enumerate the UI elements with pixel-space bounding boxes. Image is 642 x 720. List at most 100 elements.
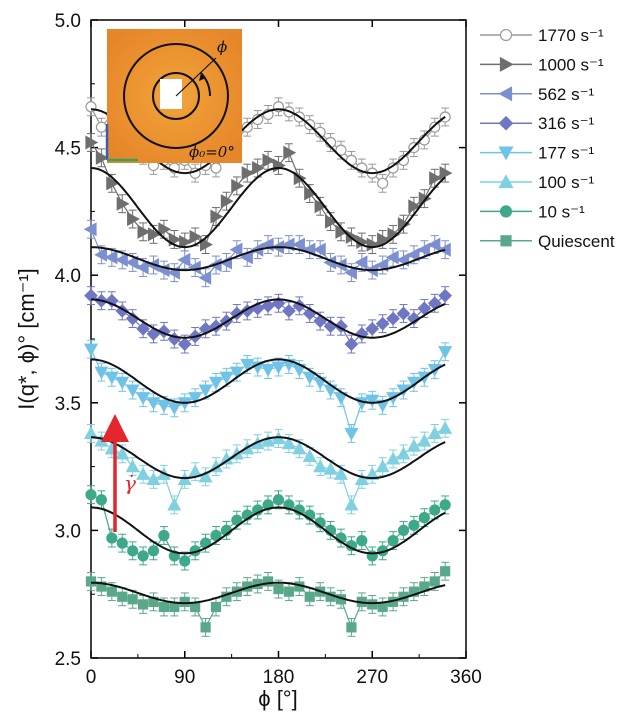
data-point — [136, 321, 150, 336]
legend-label: 1000 s⁻¹ — [538, 55, 604, 74]
data-point — [335, 144, 347, 156]
data-point — [135, 260, 149, 275]
y-axis-title: I(q*, ϕ)° [cm⁻¹] — [14, 268, 39, 410]
data-point — [429, 171, 443, 186]
data-point — [345, 229, 359, 244]
data-point — [125, 459, 140, 473]
series-group — [83, 418, 453, 515]
data-point — [396, 306, 411, 321]
data-point — [95, 494, 108, 506]
legend-item: 1000 s⁻¹ — [480, 55, 604, 74]
x-tick-label: 180 — [263, 667, 295, 688]
data-point — [304, 591, 315, 602]
legend-label: 562 s⁻¹ — [538, 85, 595, 104]
data-point — [365, 394, 380, 408]
data-point — [210, 162, 222, 174]
legend-label: 177 s⁻¹ — [538, 144, 595, 163]
data-point — [208, 376, 224, 390]
data-point — [229, 242, 243, 257]
legend-item: 100 s⁻¹ — [480, 173, 595, 192]
data-point — [95, 150, 109, 165]
data-point — [199, 237, 213, 252]
data-point — [408, 586, 420, 597]
data-point — [354, 255, 368, 270]
data-point — [177, 337, 192, 351]
data-point — [261, 298, 275, 313]
data-point — [96, 581, 107, 592]
data-point — [499, 205, 513, 218]
y-tick-label: 4.0 — [55, 266, 81, 287]
data-point — [239, 250, 253, 265]
data-point — [104, 371, 119, 385]
data-point — [367, 599, 378, 610]
data-point — [136, 467, 151, 480]
data-point — [407, 311, 421, 326]
data-point — [283, 145, 297, 160]
data-point — [387, 535, 399, 547]
data-point — [115, 446, 130, 460]
data-point — [262, 576, 274, 587]
data-point — [385, 250, 399, 265]
y-tick-label: 5.0 — [55, 11, 81, 32]
legend-label: 10 s⁻¹ — [538, 202, 585, 221]
fit-curve — [90, 246, 446, 272]
data-point — [417, 433, 432, 447]
data-point — [241, 166, 255, 181]
data-point — [83, 343, 99, 357]
data-point — [324, 214, 338, 229]
legend-label: 100 s⁻¹ — [538, 173, 595, 192]
data-point — [125, 311, 140, 326]
data-point — [158, 222, 172, 237]
data-point — [231, 178, 245, 193]
data-point — [386, 451, 401, 465]
y-tick-label: 3.0 — [55, 521, 81, 542]
inset-beamstop — [160, 79, 182, 109]
legend-label: 316 s⁻¹ — [538, 114, 595, 133]
data-point — [406, 247, 420, 262]
data-point — [210, 209, 224, 224]
inset-outer-ring — [123, 43, 229, 149]
series-group — [83, 339, 453, 443]
data-point — [439, 499, 451, 511]
series-group — [85, 133, 453, 255]
data-point — [85, 489, 97, 501]
data-point — [273, 583, 284, 595]
data-point — [346, 622, 357, 633]
data-point — [292, 441, 307, 455]
data-point — [498, 146, 514, 161]
data-point — [210, 529, 222, 542]
data-point — [344, 427, 359, 441]
data-point — [136, 392, 151, 405]
data-point — [314, 199, 328, 214]
data-point — [106, 176, 120, 191]
fit-curve — [91, 581, 446, 605]
data-point — [189, 229, 203, 244]
data-point — [188, 392, 203, 405]
data-point — [83, 426, 99, 440]
data-point — [146, 472, 161, 485]
data-point — [106, 586, 117, 597]
x-tick-label: 270 — [356, 667, 388, 688]
data-point — [220, 194, 234, 209]
data-point — [438, 346, 453, 360]
fit-curve — [90, 358, 446, 404]
data-point — [498, 174, 514, 189]
data-point — [137, 224, 151, 239]
ticks-layer: 0 90 180 270 360 2.5 3.0 3.5 4.0 4.5 5.0 — [55, 11, 482, 688]
data-point — [375, 257, 389, 273]
data-point — [158, 529, 170, 542]
inset-phi-label: ϕ — [217, 38, 227, 56]
inset-inner-ring — [152, 72, 200, 120]
data-point — [333, 467, 349, 480]
inset-phi-line — [175, 57, 217, 97]
data-point — [498, 86, 513, 102]
data-point — [375, 459, 390, 473]
legend-item: 562 s⁻¹ — [480, 85, 595, 104]
x-tick-label: 90 — [174, 667, 195, 688]
data-point — [427, 237, 441, 252]
data-point — [440, 566, 451, 577]
fit-curves-layer — [90, 108, 446, 605]
inset-image: ϕ ϕ₀=0° — [105, 29, 242, 163]
data-point — [94, 247, 108, 262]
